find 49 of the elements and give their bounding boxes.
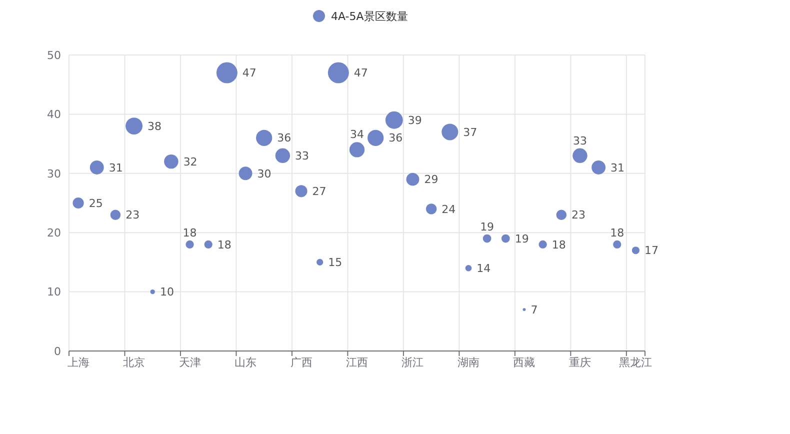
data-label: 23	[126, 208, 140, 222]
data-label: 18	[552, 238, 566, 252]
data-label: 18	[217, 238, 232, 252]
legend-label: 4A-5A景区数量	[331, 10, 408, 23]
y-tick-label: 20	[47, 226, 61, 240]
x-tick-label: 浙江	[402, 356, 424, 369]
data-label: 31	[108, 161, 123, 174]
data-label: 10	[160, 286, 174, 299]
data-label: 15	[328, 256, 342, 270]
x-tick-label: 山东	[234, 356, 257, 369]
data-label: 14	[476, 262, 491, 275]
data-label: 36	[388, 132, 403, 145]
data-label: 34	[350, 128, 364, 142]
x-tick-label: 西藏	[513, 356, 536, 369]
y-tick-label: 0	[54, 344, 61, 358]
x-tick-label: 北京	[123, 356, 146, 369]
data-label: 37	[463, 126, 478, 139]
x-tick-label: 广西	[290, 356, 312, 369]
x-tick-label: 天津	[178, 356, 201, 369]
data-label: 18	[182, 226, 197, 240]
data-label: 47	[354, 66, 368, 80]
data-label: 30	[257, 167, 272, 180]
x-tick-label: 重庆	[568, 356, 591, 369]
data-label: 32	[183, 155, 198, 168]
data-label: 29	[424, 173, 438, 186]
data-label: 27	[312, 185, 326, 198]
data-label: 36	[277, 132, 292, 145]
y-tick-label: 10	[47, 286, 61, 299]
y-tick-label: 50	[47, 48, 61, 62]
data-label: 39	[408, 114, 422, 127]
x-tick-label: 黑龙江	[619, 356, 652, 369]
x-tick-label: 湖南	[457, 356, 480, 369]
data-label: 7	[530, 303, 538, 316]
data-label: 17	[644, 244, 658, 258]
data-label: 19	[514, 232, 529, 246]
data-label: 38	[148, 120, 162, 133]
data-label: 31	[610, 161, 625, 174]
x-tick-label: 江西	[346, 356, 368, 369]
y-tick-label: 30	[47, 167, 61, 180]
data-label: 33	[295, 149, 310, 162]
y-tick-label: 40	[47, 108, 61, 122]
data-label: 19	[480, 220, 494, 234]
data-label: 47	[242, 66, 256, 80]
x-tick-label: 上海	[67, 356, 90, 369]
data-label: 25	[88, 196, 103, 210]
data-label: 33	[572, 134, 587, 148]
data-label: 24	[442, 202, 456, 216]
data-label: 18	[610, 226, 624, 240]
data-label: 23	[572, 208, 586, 222]
